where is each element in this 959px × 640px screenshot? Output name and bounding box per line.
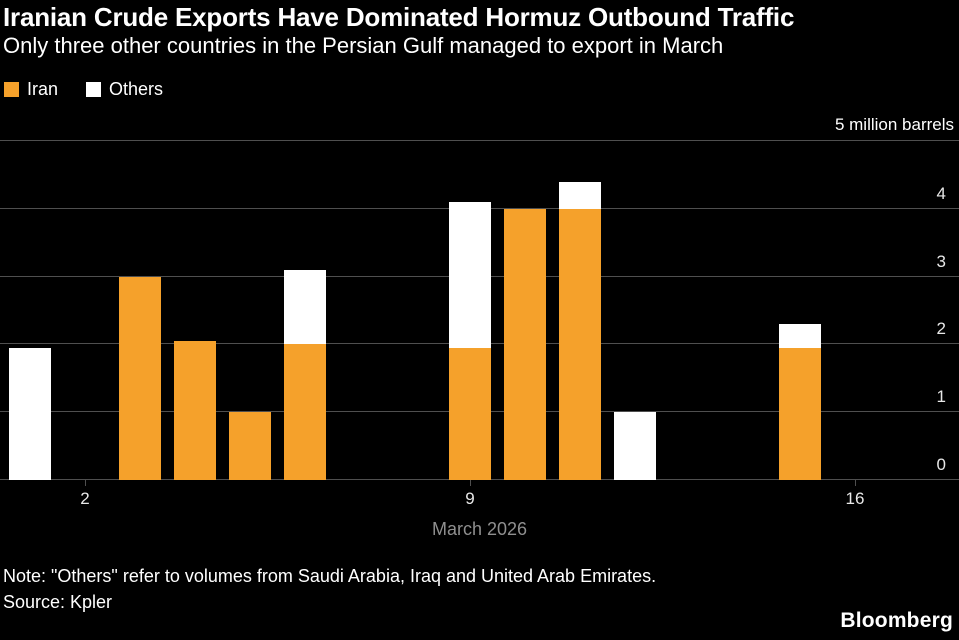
x-tick-label-9: 9 — [465, 489, 475, 508]
x-tick-label-2: 2 — [80, 489, 90, 508]
x-tick-9 — [470, 480, 471, 486]
bar-others-day-12 — [614, 412, 656, 480]
bar-others-day-6 — [284, 269, 326, 345]
legend: Iran Others — [4, 79, 163, 100]
y-tick-label-2: 2 — [936, 319, 946, 339]
note-text: Note: "Others" refer to volumes from Sau… — [3, 566, 657, 586]
chart-subtitle: Only three other countries in the Persia… — [3, 33, 724, 58]
gridline-5 — [0, 140, 959, 141]
y-tick-label-3: 3 — [936, 251, 946, 271]
x-axis-title: March 2026 — [431, 519, 528, 539]
bar-iran-day-11 — [559, 208, 601, 480]
y-axis-unit-label: 5 million barrels — [834, 115, 954, 134]
x-tick-2 — [85, 480, 86, 486]
bloomberg-logo: Bloomberg — [840, 609, 953, 632]
legend-label: Iran — [27, 79, 59, 99]
x-tick-label-16: 16 — [845, 489, 865, 508]
bar-iran-day-10 — [504, 208, 546, 480]
legend-item-iran: Iran — [4, 79, 58, 100]
x-tick-16 — [855, 480, 856, 486]
y-tick-label-0: 0 — [936, 455, 946, 474]
legend-swatch-others — [86, 82, 102, 97]
legend-item-others: Others — [86, 79, 163, 100]
bar-others-day-9 — [449, 202, 491, 348]
y-tick-label-4: 4 — [936, 183, 946, 203]
bar-others-day-11 — [559, 181, 601, 209]
bar-others-day-1 — [9, 347, 51, 480]
bar-iran-day-3 — [119, 276, 161, 480]
bar-iran-day-6 — [284, 344, 326, 480]
bar-others-day-15 — [779, 324, 821, 348]
bar-iran-day-15 — [779, 347, 821, 480]
bar-iran-day-9 — [449, 347, 491, 480]
bar-iran-day-5 — [229, 412, 271, 480]
x-axis: 2 9 16 — [0, 480, 959, 520]
chart-title: Iranian Crude Exports Have Dominated Hor… — [3, 2, 795, 32]
legend-label: Others — [109, 79, 164, 99]
y-tick-label-1: 1 — [936, 387, 946, 407]
plot-area: 0 1 2 3 4 — [0, 140, 959, 480]
legend-swatch-iran — [4, 82, 19, 97]
bar-iran-day-4 — [174, 341, 216, 480]
source-text: Source: Kpler — [3, 592, 113, 612]
